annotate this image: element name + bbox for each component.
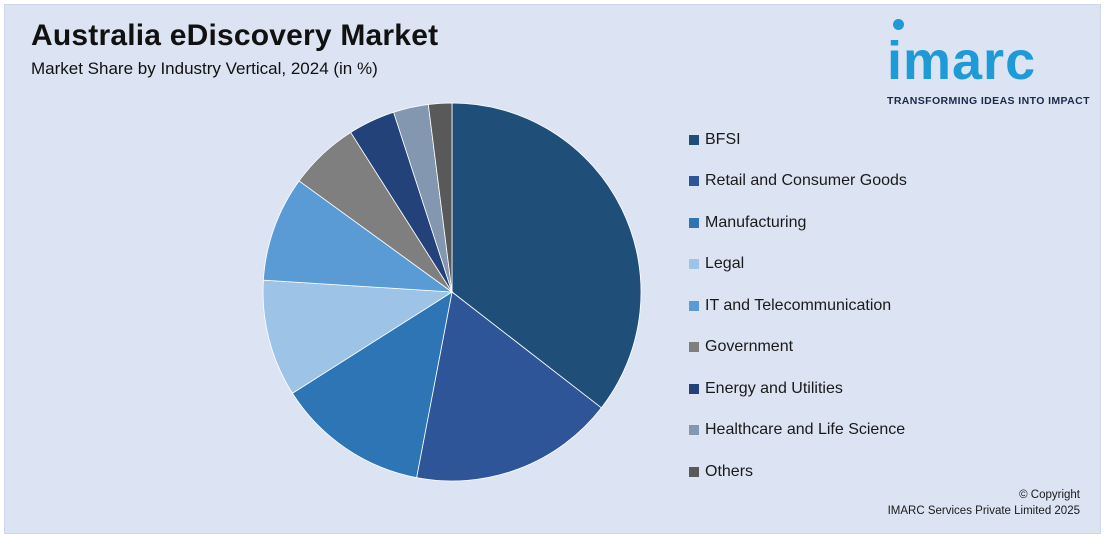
- pie-slice-it-and-telecommunication: [262, 180, 454, 293]
- legend-item-manufacturing: Manufacturing: [689, 202, 907, 244]
- legend-label: Legal: [705, 255, 745, 273]
- legend-swatch: [689, 259, 699, 270]
- legend-item-others: Others: [689, 451, 907, 493]
- legend-item-energy-and-utilities: Energy and Utilities: [689, 368, 907, 410]
- chart-legend: BFSI Retail and Consumer Goods Manufacturi…: [689, 119, 907, 493]
- logo-tagline: TRANSFORMING IDEAS INTO IMPACT: [887, 95, 1090, 107]
- pie-slice-others: [427, 102, 453, 293]
- legend-swatch: [689, 425, 699, 436]
- legend-item-bfsi: BFSI: [689, 119, 907, 161]
- legend-label: BFSI: [705, 130, 741, 148]
- legend-label: Retail and Consumer Goods: [705, 172, 907, 190]
- legend-swatch: [689, 176, 699, 187]
- legend-item-it-and-telecommunication: IT and Telecommunication: [689, 285, 907, 327]
- logo-wordmark: imarc: [887, 31, 1037, 91]
- legend-swatch: [689, 217, 699, 228]
- logo-dot-icon: [893, 19, 904, 30]
- legend-item-legal: Legal: [689, 244, 907, 286]
- legend-item-retail-and-consumer-goods: Retail and Consumer Goods: [689, 161, 907, 203]
- pie-slice-retail-and-consumer-goods: [416, 291, 602, 482]
- legend-label: Government: [705, 338, 794, 356]
- legend-swatch: [689, 134, 699, 145]
- legend-label: IT and Telecommunication: [705, 296, 892, 314]
- legend-swatch: [689, 300, 699, 311]
- legend-item-healthcare-and-life-science: Healthcare and Life Science: [689, 410, 907, 452]
- chart-title: Australia eDiscovery Market: [31, 19, 439, 52]
- legend-item-government: Government: [689, 327, 907, 369]
- legend-swatch: [689, 342, 699, 353]
- imarc-logo: imarc TRANSFORMING IDEAS INTO IMPACT: [883, 13, 1095, 113]
- legend-label: Manufacturing: [705, 213, 807, 231]
- pie-slice-manufacturing: [291, 291, 453, 479]
- legend-label: Healthcare and Life Science: [705, 421, 906, 439]
- copyright-line-2: IMARC Services Private Limited 2025: [887, 505, 1080, 517]
- legend-swatch: [689, 466, 699, 477]
- chart-subtitle: Market Share by Industry Vertical, 2024 …: [31, 59, 378, 78]
- legend-swatch: [689, 383, 699, 394]
- legend-label: Others: [705, 462, 754, 480]
- pie-slice-legal: [262, 279, 454, 394]
- copyright-line-1: © Copyright: [1019, 489, 1080, 501]
- legend-label: Energy and Utilities: [705, 379, 843, 397]
- pie-slice-bfsi: [451, 102, 642, 409]
- copyright: © Copyright IMARC Services Private Limit…: [888, 487, 1080, 519]
